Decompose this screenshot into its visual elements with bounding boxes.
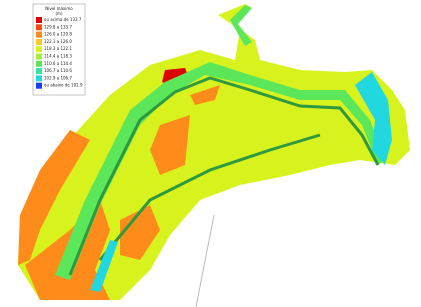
legend-swatch (36, 39, 42, 45)
legend-label: 129.8 a 133.7 (44, 24, 72, 29)
legend-label: ou acima de 133.7 (44, 17, 82, 22)
legend-title: (m) (55, 11, 62, 16)
map: Nível máximo(m)ou acima de 133.7129.8 a … (0, 0, 421, 307)
legend-swatch (36, 24, 42, 30)
legend-label: 122.1 a 126.0 (44, 39, 72, 44)
legend-swatch (36, 32, 42, 38)
legend-label: 102.9 a 106.7 (44, 75, 72, 80)
legend-swatch (36, 83, 42, 89)
legend-swatch (36, 61, 42, 67)
legend-label: 114.4 a 118.3 (44, 54, 72, 59)
legend-label: 110.6 a 114.4 (44, 61, 72, 66)
legend-swatch (36, 75, 42, 81)
legend-swatch (36, 46, 42, 52)
legend-label: 106.7 a 110.6 (44, 68, 72, 73)
legend-swatch (36, 54, 42, 60)
legend-label: 126.0 a 129.8 (44, 32, 72, 37)
guide-line (196, 215, 214, 307)
legend-label: ou abaixo de 102.9 (44, 83, 83, 88)
legend-swatch (36, 17, 42, 23)
legend-label: 118.3 a 122.1 (44, 46, 72, 51)
legend-swatch (36, 68, 42, 74)
